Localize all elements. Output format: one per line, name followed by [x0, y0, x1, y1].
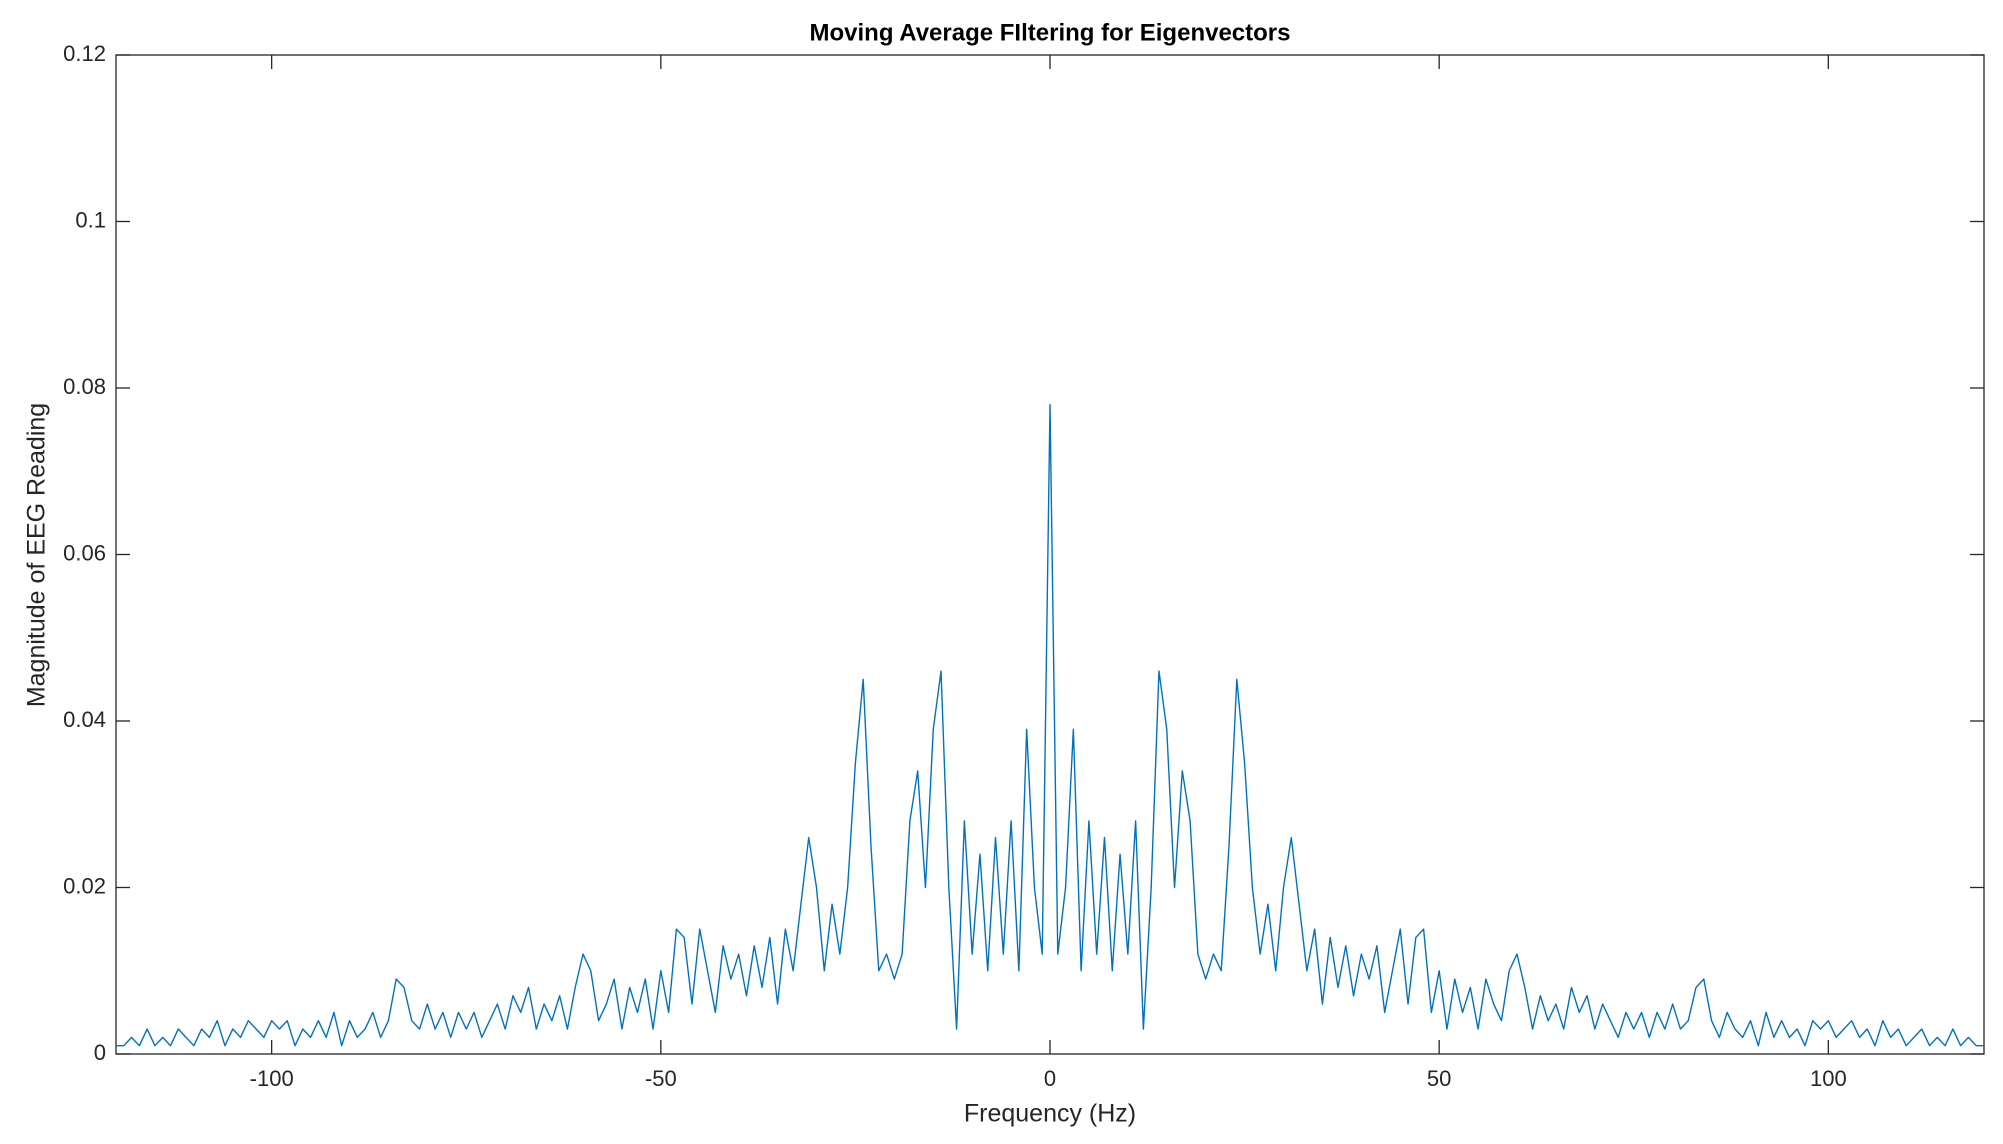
- plot-box: [115, 54, 1985, 1055]
- y-tick-label: 0.06: [63, 540, 106, 565]
- y-tick-label: 0.12: [63, 41, 106, 66]
- y-tick-label: 0.02: [63, 873, 106, 898]
- data-line: [116, 403, 1984, 1047]
- x-tick-label: 0: [1044, 1066, 1056, 1091]
- x-tick-label: 50: [1427, 1066, 1451, 1091]
- chart-title: Moving Average FIltering for Eigenvector…: [810, 19, 1291, 46]
- y-tick-label: 0.04: [63, 707, 106, 732]
- y-axis-label: Magnitude of EEG Reading: [23, 403, 51, 707]
- x-tick-label: -100: [250, 1066, 294, 1091]
- x-tick-label: 100: [1810, 1066, 1847, 1091]
- y-tick-label: 0: [94, 1040, 106, 1065]
- x-axis-label: Frequency (Hz): [964, 1100, 1136, 1128]
- x-tick-label: -50: [645, 1066, 677, 1091]
- y-tick-label: 0.08: [63, 374, 106, 399]
- y-tick-label: 0.1: [75, 207, 106, 232]
